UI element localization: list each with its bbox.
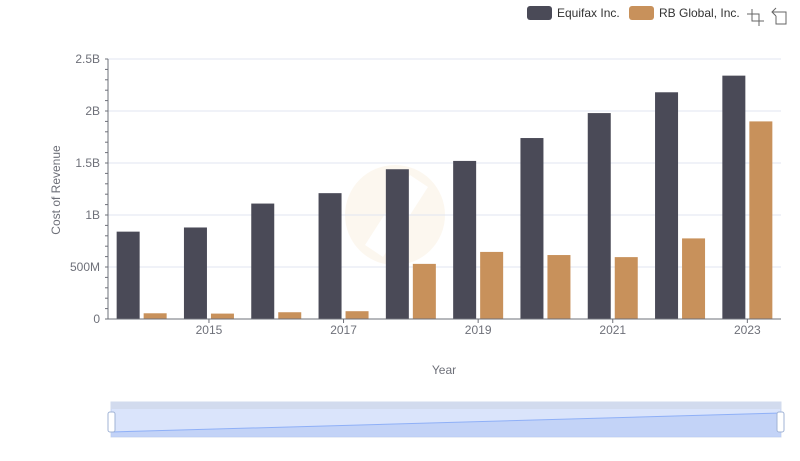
restore-icon[interactable] [771,7,787,25]
bar-equifax-2016[interactable] [251,203,275,319]
bar-rb-global-2020[interactable] [547,255,571,319]
bar-equifax-2021[interactable] [587,113,611,319]
axes: 0 500M 1B 1.5B 2B 2.5B 2015 2017 2019 2021 2023 [70,52,781,337]
data-zoom-slider[interactable] [107,401,785,438]
y-tick-label: 1.5B [75,156,100,170]
bar-equifax-2018[interactable] [385,169,409,319]
y-tick-label: 500M [70,260,100,274]
y-tick-label: 1B [85,208,100,222]
y-tick-label: 2B [85,104,100,118]
bar-rb-global-2019[interactable] [480,251,504,319]
bar-rb-global-2014[interactable] [143,313,167,319]
data-zoom-move-bar[interactable] [111,402,781,409]
bar-equifax-2022[interactable] [655,92,679,319]
bar-equifax-2023[interactable] [722,75,746,319]
bar-equifax-2020[interactable] [520,138,544,319]
zoom-icon[interactable] [747,9,764,26]
x-tick-label: 2017 [330,323,357,337]
legend-label: Equifax Inc. [557,6,620,20]
y-axis-title: Cost of Revenue [49,145,63,235]
grid-lines [108,58,781,268]
bars [116,75,773,320]
data-zoom-end-handle[interactable] [776,411,785,433]
data-zoom-start-handle[interactable] [107,411,116,433]
bar-rb-global-2015[interactable] [210,313,234,319]
legend[interactable]: Equifax Inc. RB Global, Inc. [527,6,740,20]
bar-equifax-2019[interactable] [453,160,477,319]
x-tick-label: 2019 [465,323,492,337]
bar-rb-global-2021[interactable] [614,257,638,319]
bar-rb-global-2022[interactable] [682,238,706,319]
x-axis-title: Year [432,363,456,377]
legend-item-rb-global[interactable]: RB Global, Inc. [629,6,740,20]
x-tick-label: 2023 [734,323,761,337]
y-tick-label: 2.5B [75,52,100,66]
legend-label: RB Global, Inc. [659,6,740,20]
bar-rb-global-2016[interactable] [278,312,302,319]
bar-rb-global-2017[interactable] [345,311,369,319]
bar-equifax-2017[interactable] [318,193,342,319]
y-tick-label: 0 [93,312,100,326]
bar-rb-global-2018[interactable] [412,263,436,319]
legend-item-equifax[interactable]: Equifax Inc. [527,6,620,20]
x-tick-label: 2015 [196,323,223,337]
x-tick-label: 2021 [599,323,626,337]
bar-equifax-2014[interactable] [116,231,140,319]
bar-rb-global-2023[interactable] [749,121,773,320]
bar-equifax-2015[interactable] [183,227,207,319]
